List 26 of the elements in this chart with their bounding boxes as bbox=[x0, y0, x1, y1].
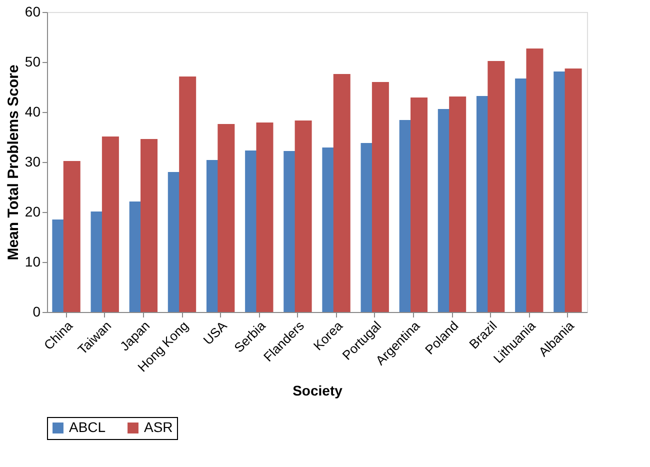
bar bbox=[410, 98, 428, 312]
bar bbox=[449, 96, 466, 312]
bar bbox=[140, 139, 158, 312]
bar bbox=[63, 161, 80, 312]
bar bbox=[218, 124, 235, 312]
x-tick-label: USA bbox=[200, 318, 230, 348]
bar bbox=[179, 76, 196, 312]
bar bbox=[102, 136, 119, 312]
bar bbox=[256, 122, 274, 312]
bar bbox=[294, 120, 312, 312]
y-tick-label: 50 bbox=[24, 54, 41, 70]
legend-label: ASR bbox=[144, 419, 173, 435]
bar bbox=[564, 68, 582, 312]
y-tick-label: 20 bbox=[24, 204, 41, 220]
bar bbox=[526, 48, 544, 312]
y-tick-label: 40 bbox=[24, 104, 41, 120]
bar bbox=[372, 82, 389, 312]
y-tick-label: 0 bbox=[32, 304, 41, 320]
bar bbox=[333, 74, 350, 312]
y-tick-label: 30 bbox=[24, 154, 41, 170]
bar bbox=[488, 61, 505, 312]
x-axis-title: Society bbox=[292, 382, 343, 399]
y-tick-label: 60 bbox=[24, 4, 41, 20]
y-axis-title: Mean Total Problems Score bbox=[4, 64, 22, 260]
legend-label: ABCL bbox=[69, 419, 106, 435]
y-tick-label: 10 bbox=[24, 254, 41, 270]
